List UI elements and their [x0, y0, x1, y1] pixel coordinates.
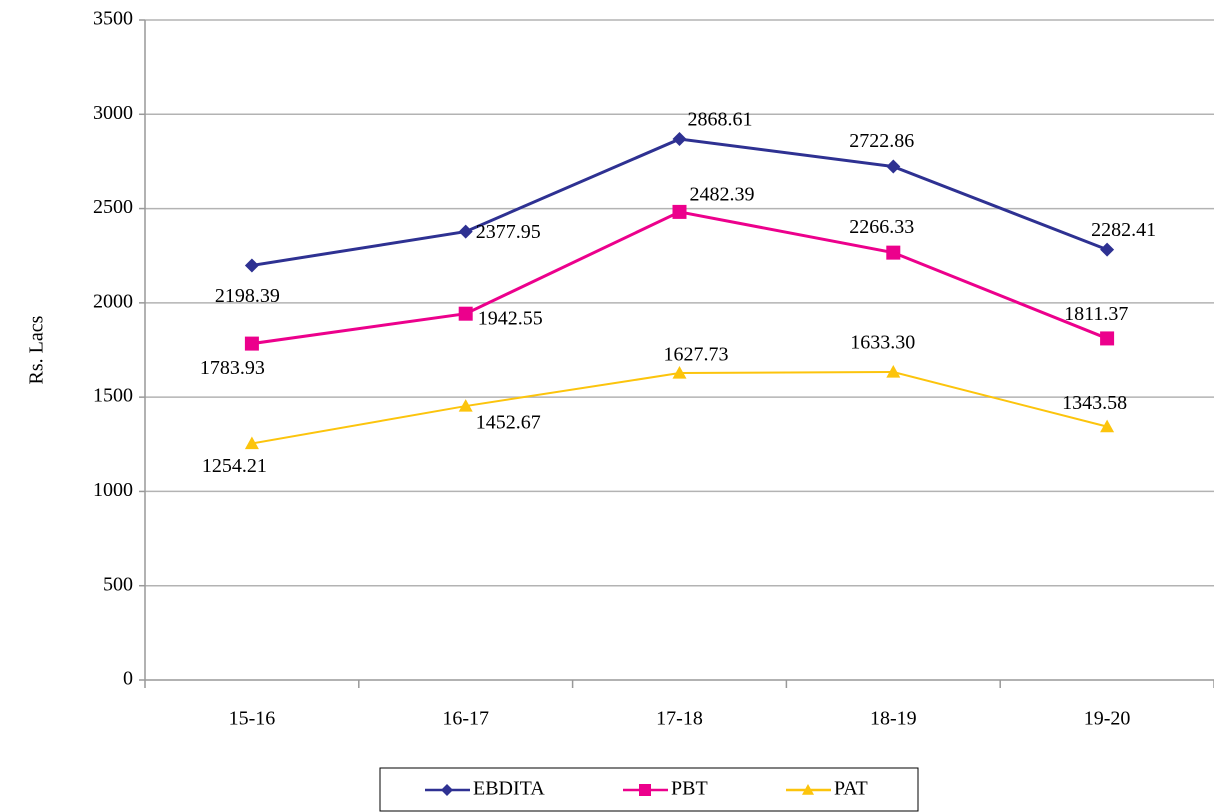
- data-label: 1783.93: [200, 357, 265, 379]
- marker: [1100, 331, 1115, 346]
- y-tick-label: 3500: [93, 8, 133, 30]
- marker: [458, 224, 473, 239]
- y-tick-label: 2000: [93, 290, 133, 312]
- data-label: 1942.55: [478, 307, 543, 329]
- marker: [672, 204, 687, 219]
- data-label: 1254.21: [202, 455, 267, 477]
- series-line: [251, 371, 1108, 445]
- marker: [1100, 419, 1115, 433]
- data-label: 2722.86: [849, 130, 914, 152]
- data-label: 1627.73: [664, 344, 729, 366]
- data-label: 1811.37: [1064, 303, 1128, 325]
- x-tick-label: 18-19: [870, 708, 917, 730]
- marker: [458, 399, 473, 412]
- y-tick-label: 500: [103, 573, 133, 595]
- y-tick-label: 1000: [93, 479, 133, 501]
- y-tick-label: 2500: [93, 196, 133, 218]
- data-label: 2377.95: [476, 221, 541, 243]
- data-label: 2482.39: [690, 183, 755, 205]
- y-tick-label: 1500: [93, 385, 133, 407]
- legend-label: EBDITA: [473, 778, 545, 800]
- legend-marker: [639, 784, 651, 796]
- data-label: 2198.39: [215, 285, 280, 307]
- data-label: 1633.30: [850, 332, 915, 354]
- y-tick-label: 0: [123, 668, 133, 690]
- marker: [672, 132, 687, 147]
- marker: [244, 258, 259, 273]
- x-tick-label: 19-20: [1084, 708, 1131, 730]
- marker: [1100, 242, 1115, 257]
- x-tick-label: 15-16: [229, 708, 276, 730]
- marker: [886, 365, 901, 378]
- y-tick-label: 3000: [93, 102, 133, 124]
- legend-label: PAT: [834, 778, 868, 800]
- marker: [458, 306, 473, 321]
- marker: [672, 366, 687, 379]
- marker: [244, 436, 259, 450]
- series-line: [251, 210, 1108, 346]
- y-axis-label: Rs. Lacs: [26, 315, 48, 384]
- series-line: [251, 137, 1108, 267]
- legend-label: PBT: [671, 778, 708, 800]
- data-label: 1343.58: [1062, 392, 1127, 414]
- data-label: 2266.33: [849, 216, 914, 238]
- data-label: 2868.61: [688, 109, 753, 131]
- marker: [244, 336, 259, 351]
- x-tick-label: 16-17: [442, 708, 489, 730]
- data-label: 1452.67: [476, 412, 541, 434]
- marker: [886, 245, 901, 260]
- marker: [886, 159, 901, 174]
- legend-marker: [802, 784, 814, 795]
- data-label: 2282.41: [1091, 219, 1156, 241]
- x-tick-label: 17-18: [656, 708, 703, 730]
- legend-marker: [441, 784, 453, 796]
